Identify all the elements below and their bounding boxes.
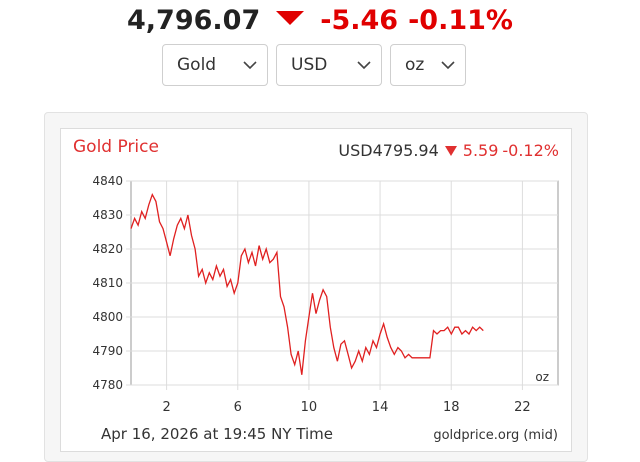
- headline-price-bar: 4,796.07 -5.46 -0.11%: [0, 0, 640, 40]
- chevron-down-icon: [357, 61, 371, 70]
- chart-change-percent: -0.12%: [502, 141, 559, 160]
- metal-select[interactable]: Gold: [162, 44, 268, 86]
- y-tick-label: 4830: [92, 208, 123, 222]
- chart-title: Gold Price: [73, 137, 159, 157]
- chart-header-quote: USD4795.94 5.59 -0.12%: [338, 141, 559, 160]
- y-tick-label: 4780: [92, 378, 123, 392]
- chart-source: goldprice.org (mid): [433, 428, 558, 443]
- chart-change: 5.59: [462, 141, 499, 160]
- y-tick-label: 4820: [92, 242, 123, 256]
- x-tick-label: 6: [234, 400, 242, 415]
- y-tick-label: 4840: [92, 174, 123, 188]
- chart-timestamp: Apr 16, 2026 at 19:45 NY Time: [101, 425, 333, 443]
- unit-select-value: oz: [405, 55, 425, 75]
- y-tick-label: 4790: [92, 344, 123, 358]
- price-change-percent: -0.11%: [408, 4, 513, 36]
- x-tick-label: 10: [301, 400, 318, 415]
- down-arrow-icon: [444, 145, 457, 156]
- selector-row: Gold USD oz: [162, 44, 466, 86]
- gold-price-chart: Gold Price USD4795.94 5.59 -0.12% 4780 47…: [60, 128, 572, 452]
- spot-price: 4,796.07: [127, 4, 261, 36]
- chevron-down-icon: [243, 61, 257, 70]
- x-tick-label: 18: [443, 400, 460, 415]
- price-series-line: [130, 192, 484, 375]
- y-tick-label: 4810: [92, 276, 123, 290]
- price-change: -5.46: [320, 4, 399, 36]
- y-tick-label: 4800: [92, 310, 123, 324]
- x-tick-label: 2: [162, 400, 170, 415]
- unit-label: oz: [535, 370, 549, 384]
- metal-select-value: Gold: [177, 55, 217, 75]
- unit-select[interactable]: oz: [390, 44, 466, 86]
- chart-currency-price: USD4795.94: [338, 141, 439, 160]
- x-tick-label: 22: [514, 400, 531, 415]
- down-arrow-icon: [276, 11, 305, 25]
- x-tick-label: 14: [372, 400, 389, 415]
- currency-select-value: USD: [291, 55, 328, 75]
- chevron-down-icon: [441, 61, 455, 70]
- currency-select[interactable]: USD: [276, 44, 382, 86]
